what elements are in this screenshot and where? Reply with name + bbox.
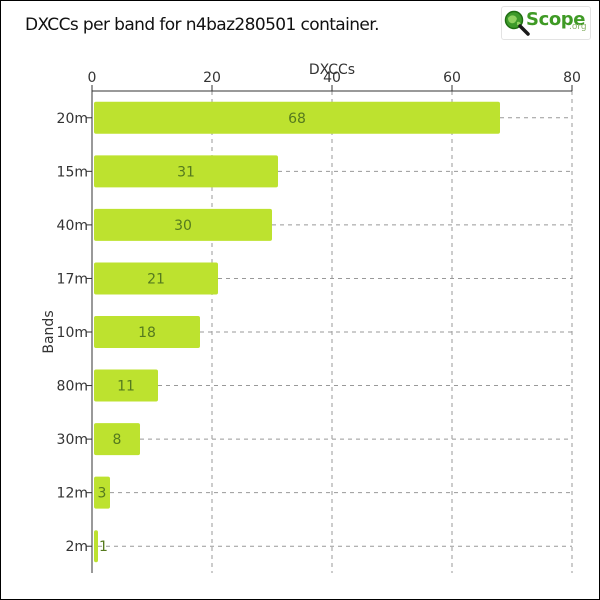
x-tick-label: 0	[88, 70, 97, 86]
y-tick-label: 17m	[57, 271, 88, 287]
x-tick-label: 60	[443, 70, 461, 86]
bar-value-label: 1	[99, 539, 108, 555]
bar	[94, 476, 110, 509]
bar	[94, 369, 158, 402]
bar-value-label: 11	[117, 379, 135, 395]
bar	[94, 530, 98, 563]
bar-value-label: 3	[98, 486, 107, 502]
x-tick-label: 80	[563, 70, 581, 86]
bar-value-label: 30	[174, 218, 192, 234]
logo-tld: .org	[569, 22, 587, 32]
y-tick-label: 2m	[65, 539, 88, 555]
bar	[94, 208, 272, 241]
y-axis-title: Bands	[41, 310, 57, 353]
x-tick-label: 40	[323, 70, 341, 86]
y-tick-label: 15m	[57, 164, 88, 180]
y-tick-label: 80m	[57, 379, 88, 395]
x-axis-title: DXCCs	[309, 62, 355, 78]
logo-text: Scope	[526, 9, 586, 30]
bar-value-label: 21	[147, 271, 165, 287]
magnifier-globe-icon	[504, 10, 530, 36]
y-tick-label: 12m	[57, 486, 88, 502]
bar-value-label: 8	[113, 432, 122, 448]
bar-value-label: 68	[288, 111, 306, 127]
bar	[94, 316, 200, 348]
bar	[94, 101, 500, 134]
x-tick-label: 20	[203, 70, 221, 86]
bar	[94, 423, 140, 456]
bar-value-label: 31	[177, 164, 195, 180]
qscope-logo[interactable]: Scope .org	[501, 6, 591, 40]
bar	[94, 262, 218, 295]
y-tick-label: 20m	[57, 111, 88, 127]
chart-title: DXCCs per band for n4baz280501 container…	[25, 15, 380, 35]
bar	[94, 155, 278, 188]
y-tick-label: 40m	[57, 218, 88, 234]
bar-value-label: 18	[138, 325, 156, 341]
y-tick-label: 30m	[57, 432, 88, 448]
y-tick-label: 10m	[57, 325, 88, 341]
